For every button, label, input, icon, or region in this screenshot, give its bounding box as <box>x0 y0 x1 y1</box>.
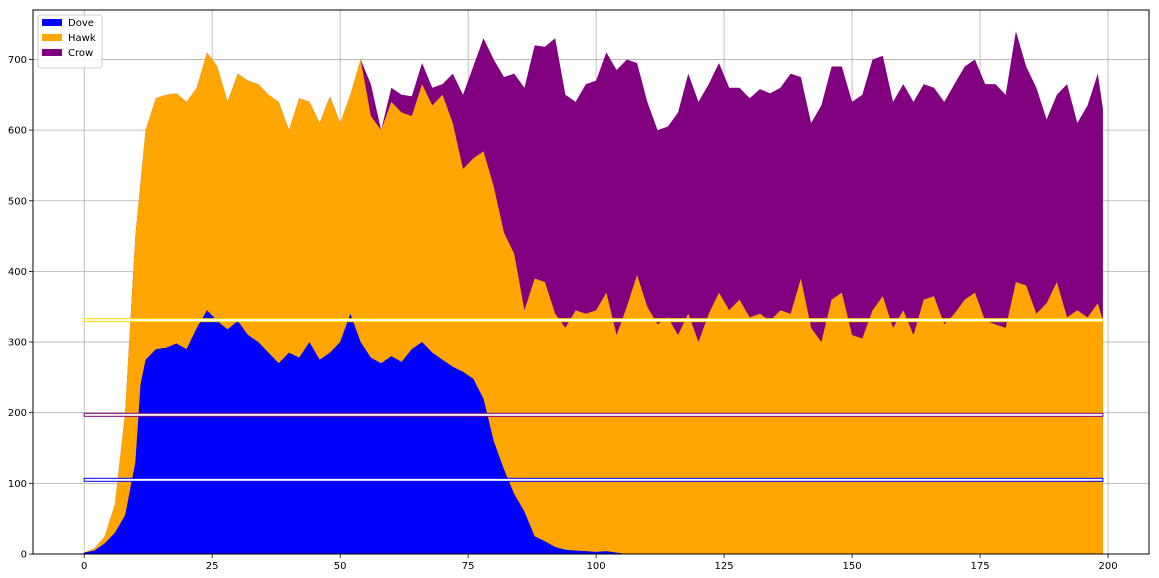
reference-line <box>83 412 1104 417</box>
y-tick-label: 0 <box>21 550 27 561</box>
reference-line <box>83 477 1104 482</box>
y-tick-label: 300 <box>8 338 27 349</box>
y-tick-label: 100 <box>8 479 27 490</box>
x-tick-label: 125 <box>715 561 734 572</box>
x-tick-label: 200 <box>1098 561 1117 572</box>
legend: Dove Hawk Crow <box>37 14 103 69</box>
legend-swatch-dove <box>42 19 62 26</box>
plot-frame <box>32 9 1150 555</box>
x-tick-label: 175 <box>971 561 990 572</box>
legend-swatch-hawk <box>42 34 62 41</box>
x-tick-label: 150 <box>843 561 862 572</box>
x-tick-label: 25 <box>206 561 219 572</box>
x-axis: 0 25 50 75 100 125 150 175 200 <box>81 554 1118 572</box>
area-dove <box>84 310 1103 554</box>
y-tick-label: 600 <box>8 126 27 137</box>
legend-swatch-crow <box>42 49 62 56</box>
y-tick-label: 400 <box>8 267 27 278</box>
x-tick-label: 100 <box>587 561 606 572</box>
x-tick-label: 0 <box>81 561 87 572</box>
stacked-areas <box>84 31 1103 554</box>
x-tick-label: 50 <box>334 561 347 572</box>
y-tick-label: 500 <box>8 196 27 207</box>
legend-label-hawk: Hawk <box>68 33 96 44</box>
x-tick-label: 75 <box>462 561 475 572</box>
y-tick-label: 200 <box>8 408 27 419</box>
legend-label-crow: Crow <box>68 48 93 59</box>
reference-lines <box>83 318 1104 482</box>
legend-label-dove: Dove <box>68 18 94 29</box>
y-axis: 0 100 200 300 400 500 600 700 <box>8 55 33 561</box>
y-tick-label: 700 <box>8 55 27 66</box>
reference-line <box>83 318 1104 323</box>
